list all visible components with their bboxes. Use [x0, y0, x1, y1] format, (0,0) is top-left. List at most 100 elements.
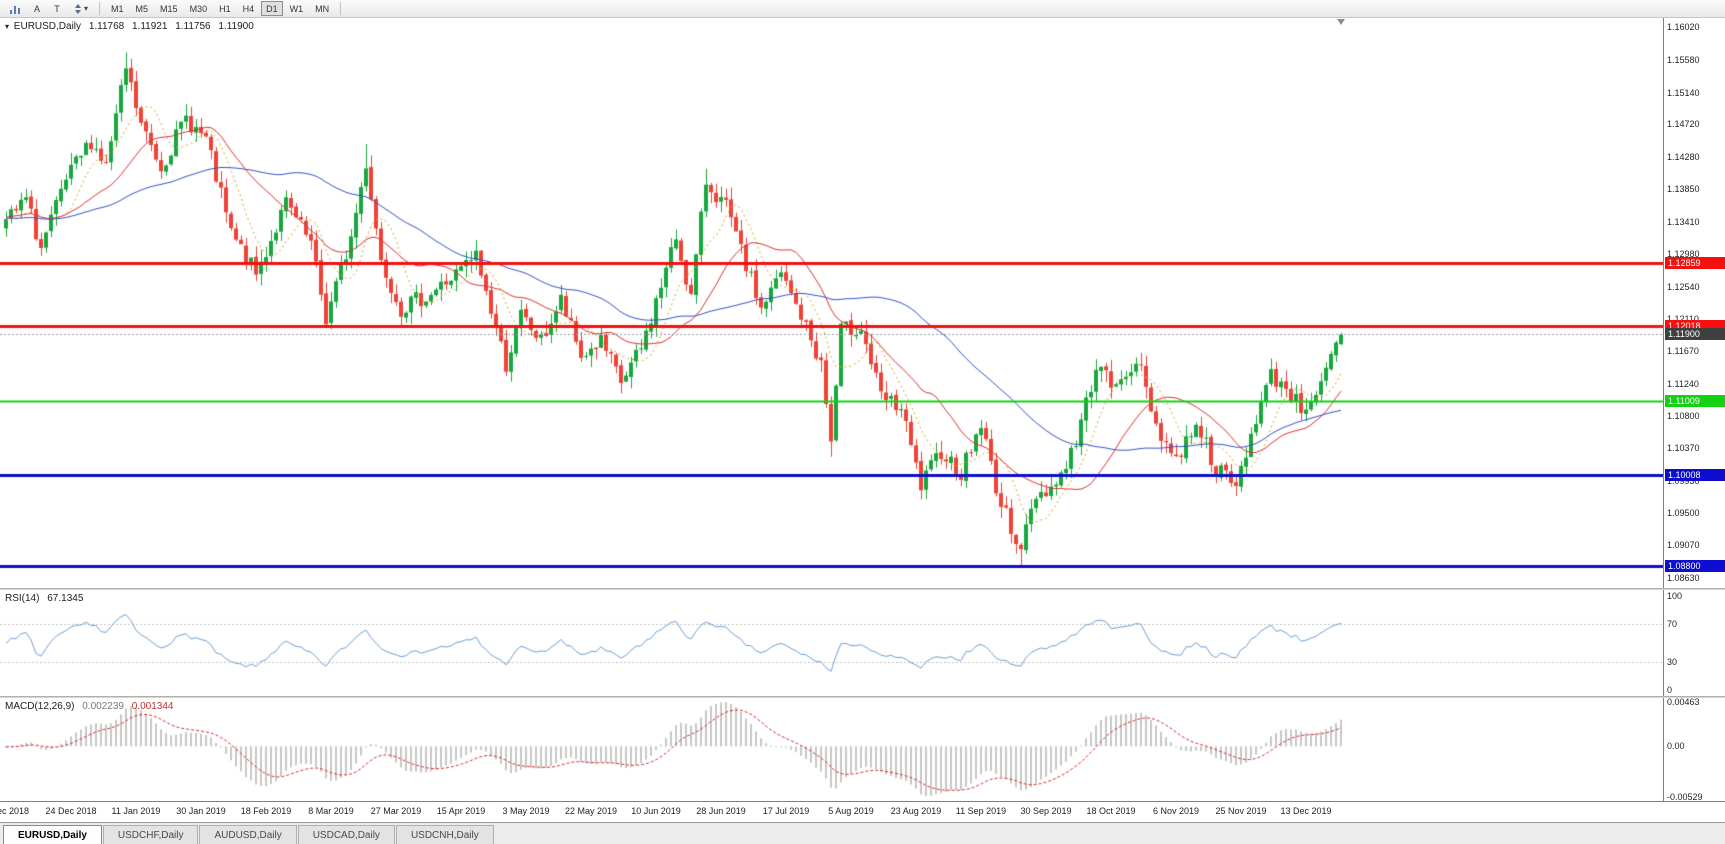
price-tick-label: 1.13410 [1667, 216, 1700, 227]
symbol-tab-bar: EURUSD,Daily USDCHF,Daily AUDUSD,Daily USDC… [0, 822, 1725, 844]
level-price-tag: 1.10008 [1665, 469, 1725, 482]
rsi-axis-label: 30 [1667, 656, 1678, 667]
tab-usdcnh[interactable]: USDCNH,Daily [395, 825, 494, 844]
pane-separator[interactable] [0, 696, 1725, 698]
price-tick-label: 1.16020 [1667, 21, 1700, 32]
date-label: 22 May 2019 [564, 806, 618, 816]
rsi-title: RSI(14) 67.1345 [5, 593, 88, 604]
date-label: 15 Apr 2019 [436, 806, 486, 816]
price-tick-label: 1.12980 [1667, 248, 1700, 259]
chart-window-icon[interactable] [4, 1, 26, 16]
price-tick-label: 1.10370 [1667, 443, 1700, 454]
macd-axis-label: -0.00529 [1667, 792, 1703, 802]
date-label: 28 Jun 2019 [696, 806, 746, 816]
macd-axis-label: 0.00 [1667, 741, 1685, 752]
rsi-axis-label: 100 [1667, 591, 1683, 601]
ohlc-high-value: 1.11921 [132, 21, 168, 32]
price-tick-label: 1.15580 [1667, 54, 1700, 65]
price-tick-label: 1.14280 [1667, 151, 1700, 162]
rsi-value: 67.1345 [47, 593, 84, 604]
tab-usdchf[interactable]: USDCHF,Daily [102, 825, 199, 844]
price-tick-label: 1.09500 [1667, 508, 1700, 519]
ohlc-open-value: 1.11768 [88, 21, 125, 32]
macd-main-value: 0.002239 [82, 701, 124, 712]
timeframe-button-m1[interactable]: M1 [111, 3, 124, 14]
date-label: 23 Aug 2019 [890, 806, 942, 816]
date-label: 30 Jan 2019 [176, 806, 226, 816]
chevron-down-icon: ▾ [84, 4, 89, 13]
time-axis[interactable]: 5 Dec 2018 24 Dec 2018 11 Jan 2019 30 Jan 2… [0, 801, 1725, 822]
date-label: 30 Sep 2019 [1020, 806, 1072, 816]
price-tick-label: 1.10800 [1667, 411, 1700, 422]
chart-title: ▾ EURUSD,Daily 1.11768 1.11921 1.11756 1… [5, 21, 259, 32]
date-label: 11 Jan 2019 [111, 806, 161, 816]
timeframe-group: M1 M5 M15 M30 H1 H4 D1 W1 MN [106, 1, 334, 16]
rsi-axis-label: 70 [1667, 619, 1678, 630]
price-tick-label: 1.08630 [1667, 573, 1700, 584]
price-tick-label: 1.09070 [1667, 540, 1700, 551]
toolbar-separator [340, 2, 342, 15]
level-price-tag: 1.12859 [1665, 256, 1725, 269]
chart-symbol-label: EURUSD,Daily [13, 21, 82, 32]
date-label: 5 Dec 2018 [0, 806, 30, 816]
macd-pane: MACD(12,26,9) 0.002239 0.001344 [0, 698, 1663, 801]
date-label: 5 Aug 2019 [828, 806, 874, 816]
main-chart-pane: ▾ EURUSD,Daily 1.11768 1.11921 1.11756 1… [0, 18, 1663, 588]
ask-line-button[interactable]: A [33, 3, 40, 14]
ohlc-close-value: 1.11900 [218, 21, 254, 32]
macd-label: MACD(12,26,9) [5, 701, 75, 712]
tab-eurusd[interactable]: EURUSD,Daily [3, 825, 102, 844]
timeframe-button-w1[interactable]: W1 [289, 3, 304, 14]
price-tick-label: 1.11670 [1667, 346, 1699, 357]
price-tick-label: 1.13850 [1667, 183, 1700, 194]
timeframe-button-h1[interactable]: H1 [219, 3, 231, 14]
rsi-label: RSI(14) [5, 593, 40, 604]
level-price-tag: 1.11009 [1665, 394, 1725, 407]
date-label: 18 Oct 2019 [1086, 806, 1136, 816]
date-label: 25 Nov 2019 [1215, 806, 1267, 816]
price-tick-label: 1.12110 [1667, 314, 1699, 324]
timeframe-button-m5[interactable]: M5 [135, 3, 149, 14]
tab-usdcad[interactable]: USDCAD,Daily [297, 825, 395, 844]
rsi-axis-label: 0 [1667, 685, 1673, 695]
timeframe-button-m30[interactable]: M30 [189, 3, 208, 14]
chart-caret-icon[interactable]: ▾ [5, 22, 10, 31]
timeframe-button-d1[interactable]: D1 [261, 1, 283, 16]
date-label: 3 May 2019 [502, 806, 550, 816]
date-label: 17 Jul 2019 [762, 806, 810, 816]
date-label: 10 Jun 2019 [631, 806, 681, 816]
text-tool-button[interactable]: T [54, 3, 60, 14]
pane-separator[interactable] [0, 588, 1725, 590]
price-chart-canvas[interactable] [0, 18, 1663, 588]
scale-dropdown-button[interactable]: ▾ [68, 1, 93, 16]
price-tick-label: 1.11240 [1667, 378, 1699, 389]
price-tick-label: 1.14720 [1667, 118, 1700, 129]
date-label: 18 Feb 2019 [240, 806, 292, 816]
tab-audusd[interactable]: AUDUSD,Daily [199, 825, 297, 844]
timeframe-button-h4[interactable]: H4 [242, 3, 255, 14]
date-label: 8 Mar 2019 [308, 806, 354, 816]
rsi-pane: RSI(14) 67.1345 [0, 590, 1663, 696]
macd-canvas[interactable] [0, 698, 1663, 801]
macd-signal-value: 0.001344 [131, 701, 174, 712]
rsi-canvas[interactable] [0, 590, 1663, 696]
current-price-tag: 1.11900 [1665, 328, 1725, 341]
toolbar-separator [99, 2, 101, 15]
toolbar: A T ▾ M1 M5 M15 M30 H1 H4 D1 W1 MN [0, 0, 1725, 18]
date-label: 24 Dec 2018 [45, 806, 97, 816]
chart-shift-marker-icon [1337, 19, 1345, 25]
ohlc-low-value: 1.11756 [175, 21, 211, 32]
date-label: 11 Sep 2019 [955, 806, 1007, 816]
level-price-tag: 1.08800 [1665, 559, 1725, 572]
date-label: 6 Nov 2019 [1152, 806, 1200, 816]
price-tick-label: 1.15140 [1667, 87, 1700, 98]
price-axis[interactable]: 1.16020 1.15580 1.15140 1.14720 1.14280 1.138… [1663, 18, 1725, 802]
date-label: 27 Mar 2019 [370, 806, 422, 816]
macd-title: MACD(12,26,9) 0.002239 0.001344 [5, 701, 178, 712]
macd-axis-label: 0.00463 [1667, 697, 1700, 707]
up-down-arrows-icon [75, 3, 81, 14]
timeframe-button-m15[interactable]: M15 [160, 3, 178, 14]
timeframe-button-mn[interactable]: MN [315, 3, 330, 14]
date-label: 13 Dec 2019 [1280, 806, 1332, 816]
